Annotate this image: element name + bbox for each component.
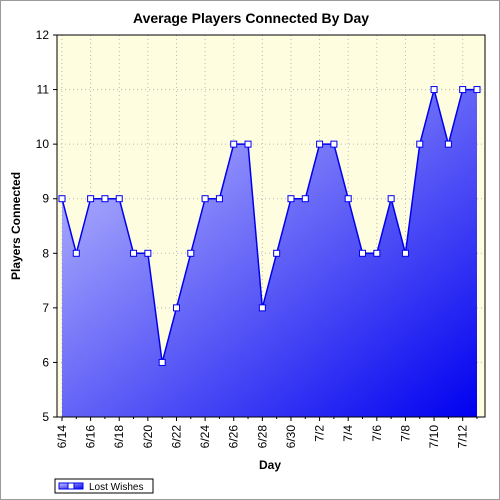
plot-border [56, 34, 486, 418]
x-tick-label: 6/28 [255, 425, 269, 449]
data-point [459, 86, 467, 94]
data-point [115, 195, 123, 203]
series-area [61, 86, 477, 417]
series-area-fill [62, 89, 477, 417]
data-point [416, 140, 424, 148]
series-line [61, 86, 477, 363]
data-point [273, 249, 281, 257]
data-point [158, 358, 166, 366]
data-point [287, 195, 295, 203]
data-point [187, 249, 195, 257]
y-tick-label: 8 [42, 246, 49, 260]
data-point [316, 140, 324, 148]
x-tick-label: 6/16 [84, 425, 98, 449]
data-point [101, 195, 109, 203]
x-tick-labels: 6/14 6/16 6/18 6/20 6/22 6/24 6/26 6/28 6/30 7/2 7… [55, 425, 470, 449]
data-point [359, 249, 367, 257]
y-tick-labels: 5 6 7 8 9 10 11 12 [36, 28, 50, 424]
x-tick-label: 7/12 [456, 425, 470, 449]
data-point [258, 304, 266, 312]
data-point [201, 195, 209, 203]
data-point [301, 195, 309, 203]
data-point [230, 140, 238, 148]
data-point [330, 140, 338, 148]
x-tick-label: 7/10 [427, 425, 441, 449]
data-point [172, 304, 180, 312]
x-tick-label: 6/14 [55, 425, 69, 449]
x-axis-title: Day [259, 458, 281, 472]
x-tick-label: 6/22 [169, 425, 183, 449]
data-points [58, 86, 481, 366]
data-point [401, 249, 409, 257]
x-tick-label: 7/8 [398, 425, 412, 442]
data-point [144, 249, 152, 257]
data-point [58, 195, 66, 203]
data-point [473, 86, 481, 94]
data-point [387, 195, 395, 203]
data-point [244, 140, 252, 148]
y-tick-label: 6 [42, 355, 49, 369]
data-point [430, 86, 438, 94]
y-tick-label: 7 [42, 301, 49, 315]
legend-marker [67, 482, 75, 490]
legend: Lost Wishes [54, 478, 154, 494]
data-point [72, 249, 80, 257]
axes [53, 34, 486, 421]
x-tick-label: 6/26 [227, 425, 241, 449]
x-tick-label: 7/4 [341, 425, 355, 442]
y-tick-label: 11 [37, 83, 50, 97]
legend-label: Lost Wishes [89, 482, 143, 493]
data-point [373, 249, 381, 257]
x-tick-label: 6/24 [198, 425, 212, 449]
data-point [87, 195, 95, 203]
y-tick-label: 12 [36, 28, 50, 42]
data-point [130, 249, 138, 257]
y-tick-label: 9 [42, 192, 49, 206]
y-axis-title: Players Connected [9, 172, 23, 280]
data-point [215, 195, 223, 203]
x-tick-label: 6/20 [141, 425, 155, 449]
data-point [344, 195, 352, 203]
chart-title: Average Players Connected By Day [133, 10, 369, 26]
data-point [444, 140, 452, 148]
y-tick-label: 10 [36, 137, 50, 151]
x-tick-label: 7/2 [313, 425, 327, 442]
x-tick-label: 6/30 [284, 425, 298, 449]
x-tick-label: 7/6 [370, 425, 384, 442]
y-tick-label: 5 [42, 410, 49, 424]
x-tick-label: 6/18 [112, 425, 126, 449]
